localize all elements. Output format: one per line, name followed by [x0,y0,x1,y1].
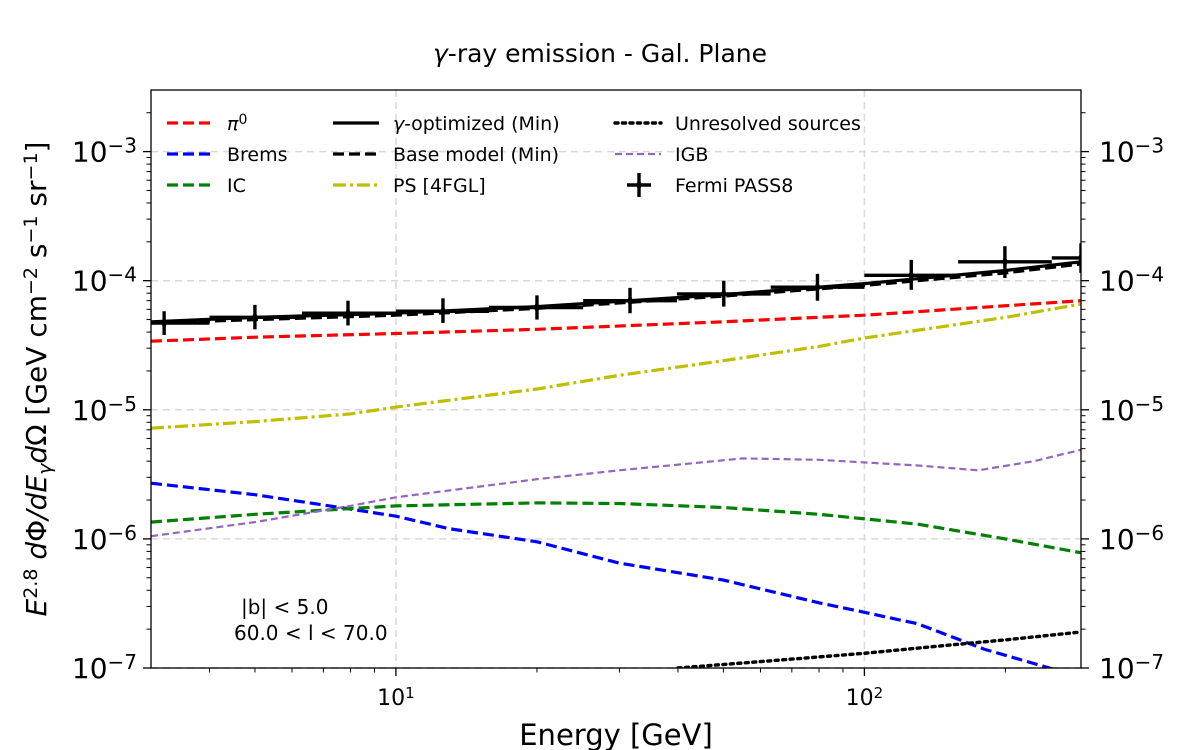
legend-item-optimized-min: γ-optimized (Min) [333,113,560,135]
legend-label: IC [227,175,246,197]
legend-item-brems: Brems [167,144,288,166]
chart-title: γ-ray emission - Gal. Plane [433,39,767,68]
legend-item-unresolved-sources: Unresolved sources [613,113,861,135]
x-tick-label: 102 [846,684,884,711]
series-ps-4fgl [151,302,1081,430]
legend-item-ps-4fgl: PS [4FGL] [333,175,486,197]
data-point-marker [340,306,355,321]
series-layer [151,243,1081,668]
series-0 [151,299,1081,343]
data-point-marker [529,300,544,315]
y-tick-label-right: 10−7 [1099,650,1164,685]
x-tick-label: 101 [377,684,415,711]
legend-label: Fermi PASS8 [675,175,793,197]
annotations: |b| < 5.060.0 < l < 70.0 [234,595,388,645]
legend-item-igb: IGB [615,144,708,166]
legend-label: Base model (Min) [393,144,559,166]
axes: 101 102 10−7 10−7 10−6 10−6 10−5 10−5 10−4 10−4 10… [72,112,1164,711]
legend-item-base-model-min: Base model (Min) [333,144,559,166]
y-tick-label-right: 10−5 [1099,392,1164,427]
annotation-text: 60.0 < l < 70.0 [234,621,388,645]
legend: π0 Brems IC γ-optimized (Min) Base model (Mi… [167,112,861,197]
legend-label: PS [4FGL] [393,175,486,197]
x-axis-label: Energy [GeV] [519,718,713,750]
legend-label: γ-optimized (Min) [393,113,560,135]
series-fermi-pass8 [151,243,1081,335]
plot-frame [150,89,1082,669]
legend-swatch [632,178,646,192]
y-tick-label-right: 10−3 [1099,134,1164,169]
data-point-marker [435,304,450,319]
annotation-text: |b| < 5.0 [241,595,328,619]
series-ic [151,501,1081,555]
data-point-marker [716,286,731,301]
legend-item-0: π0 [167,112,247,135]
y-tick-label-left: 10−6 [72,521,137,556]
y-tick-label-left: 10−3 [72,134,137,169]
data-point-marker [1074,250,1081,265]
data-point-marker [810,280,825,295]
legend-label: π0 [227,112,247,135]
data-point-marker [157,316,172,331]
series-base-model-min [151,262,1081,325]
series-unresolved-sources [676,630,1081,668]
y-axis-label: E2.8 dΦ/dEγdΩ [GeV cm−2 s−1 sr−1] [20,142,56,617]
legend-label: Unresolved sources [675,113,861,135]
legend-label: IGB [675,144,708,166]
y-tick-label-left: 10−4 [72,263,137,298]
data-point-marker [623,293,638,308]
data-point-marker [997,254,1012,269]
y-tick-label-right: 10−6 [1099,521,1164,556]
legend-item-fermi-pass8: Fermi PASS8 [627,173,793,197]
data-point-marker [904,268,919,283]
y-tick-label-left: 10−7 [72,650,137,685]
data-point-marker [247,310,262,325]
series-igb [151,448,1081,538]
y-tick-label-right: 10−4 [1099,263,1164,298]
legend-label: Brems [227,144,288,166]
legend-item-ic: IC [167,175,246,197]
y-tick-label-left: 10−5 [72,392,137,427]
